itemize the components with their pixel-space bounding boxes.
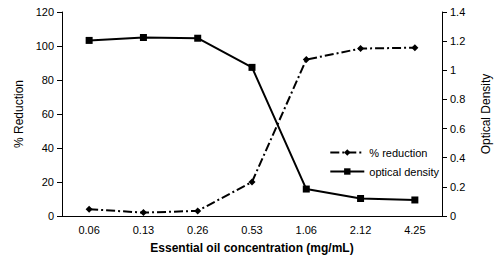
svg-text:100: 100 (36, 40, 54, 52)
svg-text:0.6: 0.6 (450, 123, 465, 135)
svg-text:1.4: 1.4 (450, 6, 465, 18)
svg-text:% Reduction: % Reduction (12, 80, 26, 148)
svg-text:120: 120 (36, 6, 54, 18)
svg-text:20: 20 (42, 176, 54, 188)
svg-text:4.25: 4.25 (404, 224, 425, 236)
svg-text:2.12: 2.12 (350, 224, 371, 236)
svg-text:0.53: 0.53 (241, 224, 262, 236)
svg-text:60: 60 (42, 108, 54, 120)
svg-text:0.13: 0.13 (133, 224, 154, 236)
svg-text:0.4: 0.4 (450, 152, 465, 164)
svg-text:80: 80 (42, 74, 54, 86)
svg-text:0.26: 0.26 (187, 224, 208, 236)
svg-text:Essential oil concentration (m: Essential oil concentration (mg/mL) (150, 241, 353, 255)
svg-text:1.06: 1.06 (296, 224, 317, 236)
svg-text:0.2: 0.2 (450, 181, 465, 193)
svg-text:Optical Density: Optical Density (479, 74, 493, 155)
svg-text:1.2: 1.2 (450, 35, 465, 47)
svg-text:40: 40 (42, 142, 54, 154)
svg-text:0: 0 (450, 210, 456, 222)
svg-text:1: 1 (450, 64, 456, 76)
svg-text:% reduction: % reduction (369, 147, 427, 159)
svg-text:0.06: 0.06 (78, 224, 99, 236)
svg-text:optical density: optical density (369, 166, 439, 178)
svg-text:0.8: 0.8 (450, 93, 465, 105)
svg-text:0: 0 (48, 210, 54, 222)
